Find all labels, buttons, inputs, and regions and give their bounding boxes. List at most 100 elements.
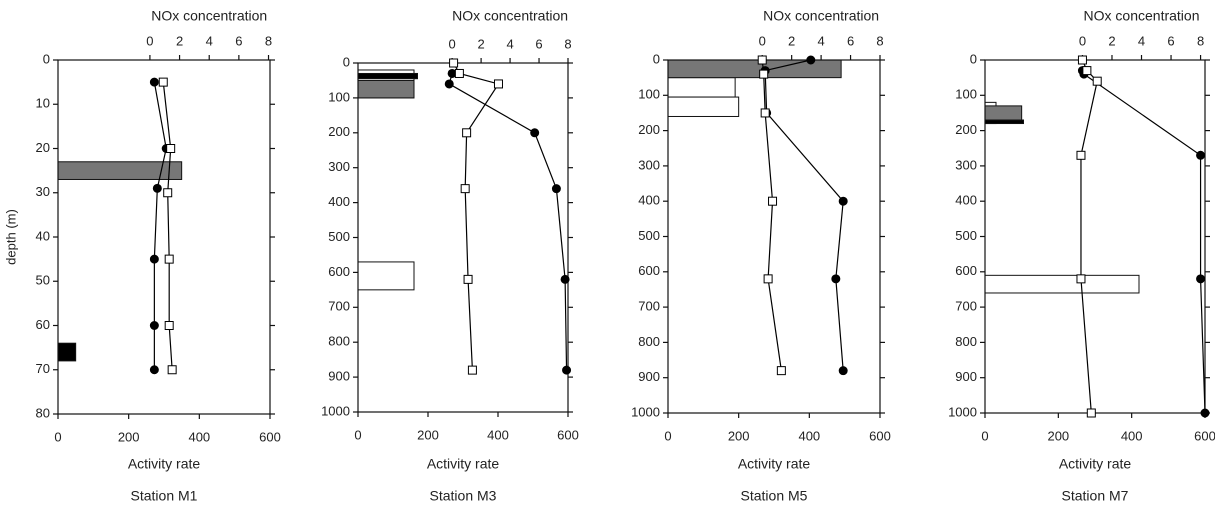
x-tick-label: 200 (1047, 428, 1069, 443)
y-tick-label: 100 (638, 87, 660, 102)
y-tick-label: 0 (43, 51, 50, 66)
x2-axis-label: NOx concentration (763, 8, 879, 24)
profile-line (453, 62, 500, 371)
square-marker (1086, 408, 1096, 418)
circle-marker (149, 365, 159, 375)
activity-bar (357, 72, 418, 80)
x2-tick-label: 0 (1079, 33, 1086, 48)
y-tick-label: 200 (955, 122, 977, 137)
circle-marker (1200, 408, 1210, 418)
y-tick-label: 300 (955, 157, 977, 172)
x2-tick-label: 8 (265, 33, 272, 48)
activity-bar (357, 79, 415, 99)
square-marker (449, 58, 459, 68)
y-tick-label: 700 (638, 299, 660, 314)
circle-marker (444, 79, 454, 89)
x2-tick-label: 0 (146, 33, 153, 48)
x2-tick-label: 2 (477, 36, 484, 51)
x2-axis-label: NOx concentration (452, 8, 568, 24)
x2-tick-label: 8 (876, 33, 883, 48)
y-tick-label: 500 (328, 229, 350, 244)
circle-marker (149, 254, 159, 264)
y-tick-label: 800 (328, 334, 350, 349)
x-tick-label: 600 (1194, 428, 1215, 443)
square-marker (493, 79, 503, 89)
x2-tick-label: 6 (847, 33, 854, 48)
y-tick-label: 700 (955, 299, 977, 314)
square-marker (167, 365, 177, 375)
x-axis-label: Activity rate (427, 456, 500, 472)
profile-line (764, 59, 844, 371)
x-tick-label: 600 (259, 429, 281, 444)
x-axis-label: Activity rate (1059, 456, 1132, 472)
y-tick-label: 100 (328, 89, 350, 104)
y-tick-label: 300 (638, 157, 660, 172)
x-tick-label: 400 (798, 428, 820, 443)
square-marker (759, 69, 769, 79)
y-tick-label: 500 (955, 228, 977, 243)
x-tick-label: 200 (417, 427, 439, 442)
circle-marker (806, 55, 816, 65)
x-axis-label: Activity rate (128, 456, 201, 472)
profile-line (1080, 59, 1098, 414)
y-tick-label: 400 (955, 193, 977, 208)
y-tick-label: 800 (638, 334, 660, 349)
circle-marker (562, 365, 572, 375)
y-tick-label: 900 (328, 369, 350, 384)
square-marker (467, 365, 477, 375)
circle-marker (152, 183, 162, 193)
y-tick-label: 600 (328, 264, 350, 279)
circle-marker (838, 196, 848, 206)
x2-axis-label: NOx concentration (1084, 8, 1200, 24)
y-tick-label: 700 (328, 299, 350, 314)
y-tick-label: 30 (36, 184, 50, 199)
plot-frame (57, 59, 271, 415)
profile-line (448, 73, 568, 371)
x2-tick-label: 6 (535, 36, 542, 51)
square-marker (163, 188, 173, 198)
panel-title: Station M7 (1062, 488, 1129, 504)
profile-line (1081, 70, 1206, 414)
y-tick-label: 50 (36, 273, 50, 288)
x-tick-label: 600 (557, 427, 579, 442)
square-marker (164, 254, 174, 264)
y-tick-label: 900 (638, 369, 660, 384)
x-tick-label: 200 (728, 428, 750, 443)
panel-title: Station M1 (131, 488, 198, 504)
x-tick-label: 400 (487, 427, 509, 442)
circle-marker (838, 366, 848, 376)
circle-marker (530, 128, 540, 138)
y-tick-label: 1000 (948, 404, 977, 419)
x2-tick-label: 4 (1138, 33, 1145, 48)
plot-frame (357, 62, 569, 413)
circle-marker (560, 274, 570, 284)
y-tick-label: 300 (328, 159, 350, 174)
square-marker (454, 68, 464, 78)
y-tick-label: 800 (955, 334, 977, 349)
x2-tick-label: 0 (759, 33, 766, 48)
square-marker (1082, 66, 1092, 76)
activity-bar (667, 96, 740, 117)
activity-bar (357, 261, 415, 291)
square-marker (1076, 274, 1086, 284)
x2-tick-label: 6 (235, 33, 242, 48)
activity-bar (667, 77, 736, 98)
circle-marker (1196, 274, 1206, 284)
panel-title: Station M3 (430, 488, 497, 504)
square-marker (768, 196, 778, 206)
profile-line (153, 82, 167, 370)
y-tick-label: 80 (36, 405, 50, 420)
y-tick-label: 100 (955, 87, 977, 102)
y-tick-label: 0 (653, 51, 660, 66)
square-marker (164, 321, 174, 330)
activity-bar (57, 342, 77, 362)
x2-tick-label: 2 (1108, 33, 1115, 48)
y-tick-label: 1000 (631, 404, 660, 419)
y-tick-label: 70 (36, 361, 50, 376)
x-tick-label: 400 (1121, 428, 1143, 443)
panel-title: Station M5 (741, 488, 808, 504)
y-tick-label: 900 (955, 369, 977, 384)
x2-tick-label: 8 (1197, 33, 1204, 48)
y-tick-label: 60 (36, 317, 50, 332)
